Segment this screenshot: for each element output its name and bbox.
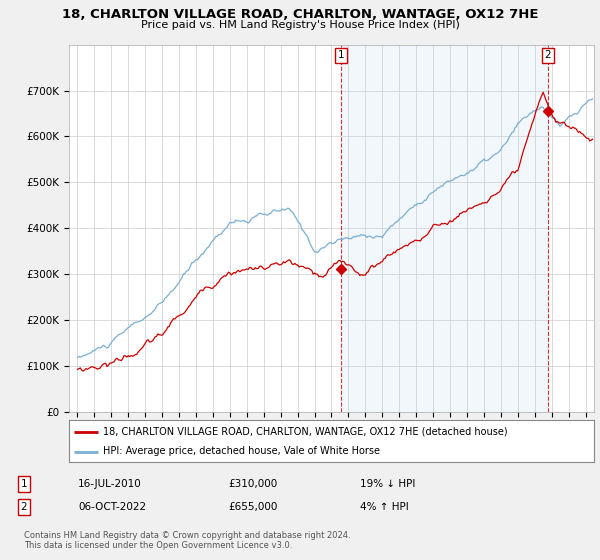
Text: 18, CHARLTON VILLAGE ROAD, CHARLTON, WANTAGE, OX12 7HE: 18, CHARLTON VILLAGE ROAD, CHARLTON, WAN… (62, 8, 538, 21)
Bar (341, 45, 548, 412)
Text: Contains HM Land Registry data © Crown copyright and database right 2024.
This d: Contains HM Land Registry data © Crown c… (24, 531, 350, 550)
Text: 2: 2 (20, 502, 28, 512)
Text: 18, CHARLTON VILLAGE ROAD, CHARLTON, WANTAGE, OX12 7HE (detached house): 18, CHARLTON VILLAGE ROAD, CHARLTON, WAN… (103, 427, 508, 437)
Text: HPI: Average price, detached house, Vale of White Horse: HPI: Average price, detached house, Vale… (103, 446, 380, 456)
Text: £310,000: £310,000 (228, 479, 277, 489)
Text: 06-OCT-2022: 06-OCT-2022 (78, 502, 146, 512)
Text: 2: 2 (544, 50, 551, 60)
Text: 1: 1 (20, 479, 28, 489)
Text: 19% ↓ HPI: 19% ↓ HPI (360, 479, 415, 489)
Text: 1: 1 (337, 50, 344, 60)
Text: 16-JUL-2010: 16-JUL-2010 (78, 479, 142, 489)
Text: £655,000: £655,000 (228, 502, 277, 512)
Text: 4% ↑ HPI: 4% ↑ HPI (360, 502, 409, 512)
Text: Price paid vs. HM Land Registry's House Price Index (HPI): Price paid vs. HM Land Registry's House … (140, 20, 460, 30)
